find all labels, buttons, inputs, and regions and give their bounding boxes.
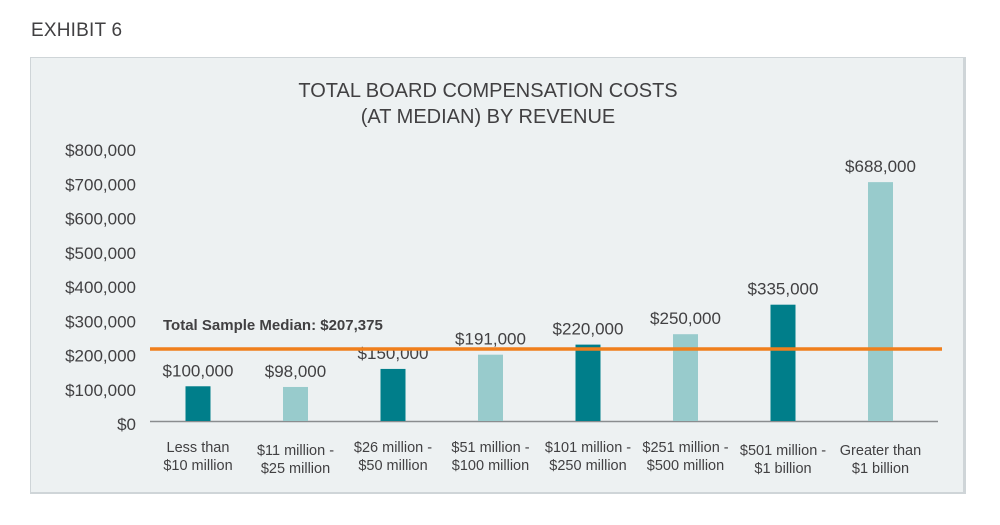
y-tick-label: $100,000 — [65, 381, 136, 400]
bar-value-label: $98,000 — [265, 362, 326, 381]
y-tick-label: $0 — [117, 415, 136, 434]
x-tick-label: $50 million — [358, 458, 427, 474]
bar-value-label: $191,000 — [455, 330, 526, 349]
chart-title-line-2: (AT MEDIAN) BY REVENUE — [361, 106, 616, 128]
bar — [380, 368, 406, 421]
bar-value-label: $100,000 — [163, 361, 234, 380]
x-tick-label: $1 billion — [754, 461, 811, 477]
x-tick-label: $501 million - — [740, 443, 826, 459]
x-tick-label: Greater than — [840, 443, 921, 459]
bar-value-label: $250,000 — [650, 309, 721, 328]
y-tick-label: $600,000 — [65, 210, 136, 229]
y-tick-label: $400,000 — [65, 278, 136, 297]
x-tick-label: $250 million — [549, 458, 626, 474]
x-tick-label: $100 million — [452, 458, 529, 474]
x-tick-label: $10 million — [163, 458, 232, 474]
bar — [673, 334, 698, 421]
y-tick-label: $300,000 — [65, 312, 136, 331]
y-tick-label: $700,000 — [65, 175, 136, 194]
bar — [770, 304, 796, 421]
x-tick-label: $51 million - — [451, 440, 529, 456]
x-tick-label: $101 million - — [545, 440, 631, 456]
x-tick-label: $251 million - — [642, 440, 728, 456]
x-tick-label: Less than — [167, 440, 230, 456]
y-tick-label: $200,000 — [65, 347, 136, 366]
x-tick-label: $26 million - — [354, 440, 432, 456]
bar-value-label: $688,000 — [845, 157, 916, 176]
chart-title-line-1: TOTAL BOARD COMPENSATION COSTS — [298, 80, 677, 102]
x-axis: Less than $10 million $11 million - $25 mil… — [163, 440, 921, 477]
bar — [868, 182, 893, 421]
y-axis: $0 $100,000 $200,000 $300,000 $400,000 $500,0… — [65, 141, 938, 434]
bar — [575, 344, 601, 421]
median-label: Total Sample Median: $207,375 — [163, 317, 383, 334]
y-tick-label: $500,000 — [65, 244, 136, 263]
x-tick-label: $1 billion — [852, 461, 909, 477]
x-tick-label: $11 million - — [257, 443, 334, 459]
bars: $100,000 $98,000 $150,000 $191,000 $220,000 $… — [163, 157, 916, 421]
x-tick-label: $25 million — [261, 461, 330, 477]
bar-value-label: $335,000 — [748, 280, 819, 299]
x-tick-label: $500 million — [647, 458, 724, 474]
exhibit-label: EXHIBIT 6 — [31, 20, 123, 41]
bar — [185, 386, 211, 421]
bar — [283, 386, 308, 421]
y-tick-label: $800,000 — [65, 141, 136, 160]
bar-value-label: $220,000 — [553, 320, 624, 339]
bar — [478, 354, 503, 421]
bar-value-label: $150,000 — [358, 344, 429, 363]
median-reference: Total Sample Median: $207,375 — [150, 317, 942, 351]
